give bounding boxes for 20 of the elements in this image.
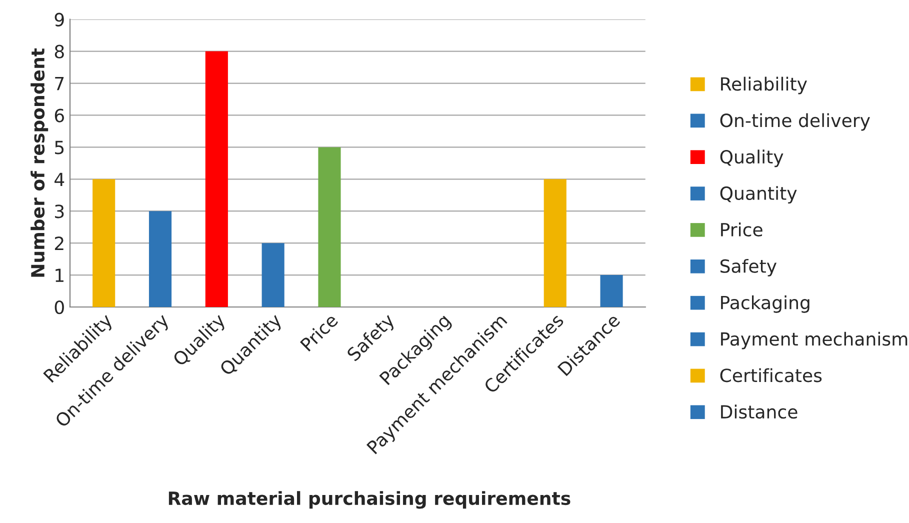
y-tick-label: 9 [54, 12, 64, 26]
y-tick-label: 2 [54, 236, 64, 250]
y-tick-label: 0 [54, 300, 64, 314]
legend-label: On-time delivery [720, 113, 870, 131]
legend-label: Distance [721, 404, 798, 419]
y-tick-label: 1 [56, 268, 64, 282]
legend-label: Quantity [720, 186, 797, 204]
legend-label: Price [721, 222, 762, 236]
legend-label: Packaging [721, 295, 810, 313]
y-tick-label: 3 [55, 204, 64, 218]
y-tick-label: 6 [54, 108, 64, 122]
legend-label: Quality [720, 150, 784, 168]
legend-label: Safety [720, 258, 777, 276]
y-axis-title: Number of respondent [30, 48, 48, 277]
legend-label: Reliability [721, 76, 807, 94]
y-tick-label: 8 [54, 44, 64, 58]
y-tick-label: 5 [55, 140, 64, 154]
y-tick-label: 7 [55, 76, 64, 90]
x-axis-title: Raw material purchaising requirements [168, 491, 570, 509]
y-tick-label: 4 [54, 172, 64, 186]
